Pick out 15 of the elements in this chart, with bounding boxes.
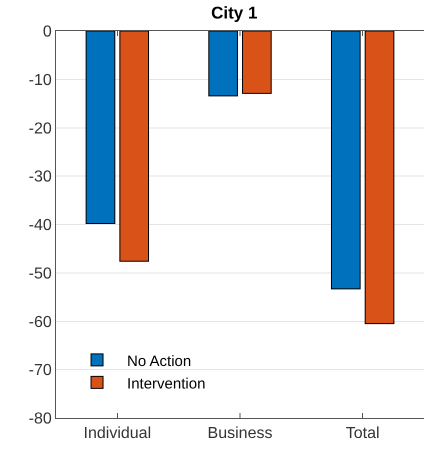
y-tick-label: -80 bbox=[28, 410, 52, 428]
y-tick-label: -30 bbox=[28, 168, 52, 186]
x-tick-label: Business bbox=[208, 425, 272, 442]
y-tick-label: -10 bbox=[28, 72, 52, 89]
y-tick-label: -50 bbox=[28, 265, 52, 282]
x-tick-label: Total bbox=[346, 425, 380, 442]
x-tick-label: Individual bbox=[84, 425, 152, 442]
y-tick-label: -70 bbox=[28, 362, 52, 380]
legend-label: No Action bbox=[127, 352, 192, 370]
y-tick-label: -40 bbox=[28, 217, 52, 234]
chart-title: City 1 bbox=[211, 4, 258, 23]
y-tick-label: -20 bbox=[28, 120, 52, 138]
y-tick-label: -60 bbox=[28, 314, 52, 331]
legend-label: Intervention bbox=[127, 375, 206, 392]
y-tick-label: 0 bbox=[42, 24, 52, 41]
